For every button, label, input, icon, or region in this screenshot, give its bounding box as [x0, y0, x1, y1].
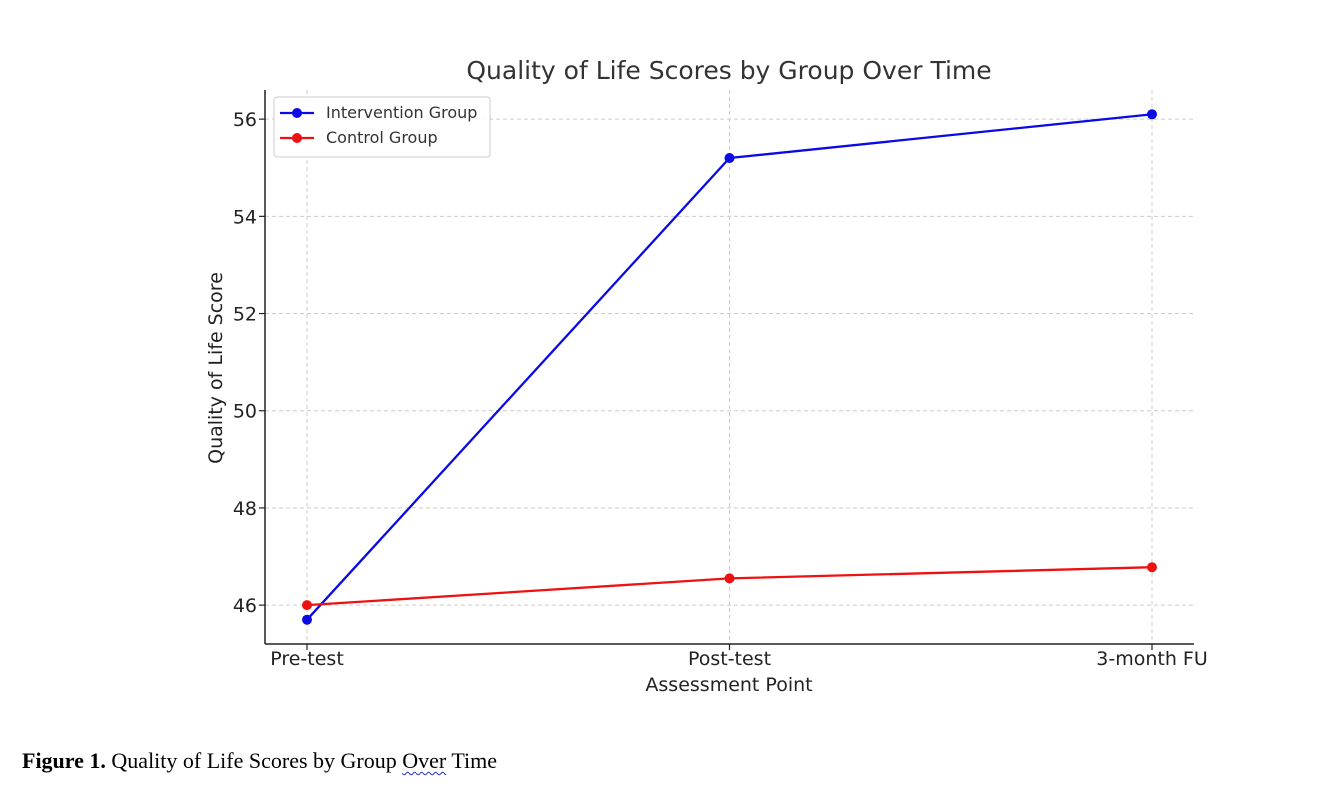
legend: Intervention Group Control Group [273, 96, 491, 158]
y-tick-label: 56 [233, 109, 257, 131]
y-tick-label: 50 [233, 401, 257, 423]
caption-text: Quality of Life Scores by Group [105, 748, 403, 773]
data-point [302, 614, 312, 625]
series-line-1 [306, 566, 1153, 607]
data-point [724, 153, 735, 164]
legend-label: Intervention Group [326, 103, 477, 122]
data-point [1147, 562, 1157, 573]
y-tick-label: 52 [233, 304, 257, 326]
y-tick-label: 46 [233, 595, 257, 617]
figure-label: Figure 1. [22, 748, 106, 773]
y-tick-label: 48 [233, 498, 257, 520]
line-chart: Quality of Life Scores by Group Over Tim… [205, 56, 1208, 696]
legend-label: Control Group [326, 128, 438, 147]
chart-title: Quality of Life Scores by Group Over Tim… [466, 56, 991, 85]
y-tick-label: 54 [233, 206, 257, 228]
legend-box [273, 96, 491, 158]
y-axis-ticks: 46 48 50 52 54 56 [233, 109, 265, 617]
data-point [302, 600, 312, 611]
data-point [1147, 109, 1157, 120]
figure-caption: Figure 1. Quality of Life Scores by Grou… [22, 748, 497, 774]
x-axis-label: Assessment Point [645, 674, 812, 696]
legend-marker [292, 133, 302, 143]
data-point [724, 573, 735, 584]
x-axis-ticks: Pre-test Post-test 3-month FU [270, 644, 1208, 670]
x-tick-label: 3-month FU [1096, 648, 1208, 670]
series-lines [302, 109, 1157, 625]
legend-marker [292, 108, 302, 118]
x-tick-label: Post-test [688, 648, 771, 670]
caption-text-end: Time [446, 748, 497, 773]
y-axis-label: Quality of Life Score [205, 272, 227, 464]
grid-lines [265, 90, 1194, 644]
x-tick-label: Pre-test [270, 648, 344, 670]
spellcheck-flagged-word: Over [402, 748, 447, 773]
